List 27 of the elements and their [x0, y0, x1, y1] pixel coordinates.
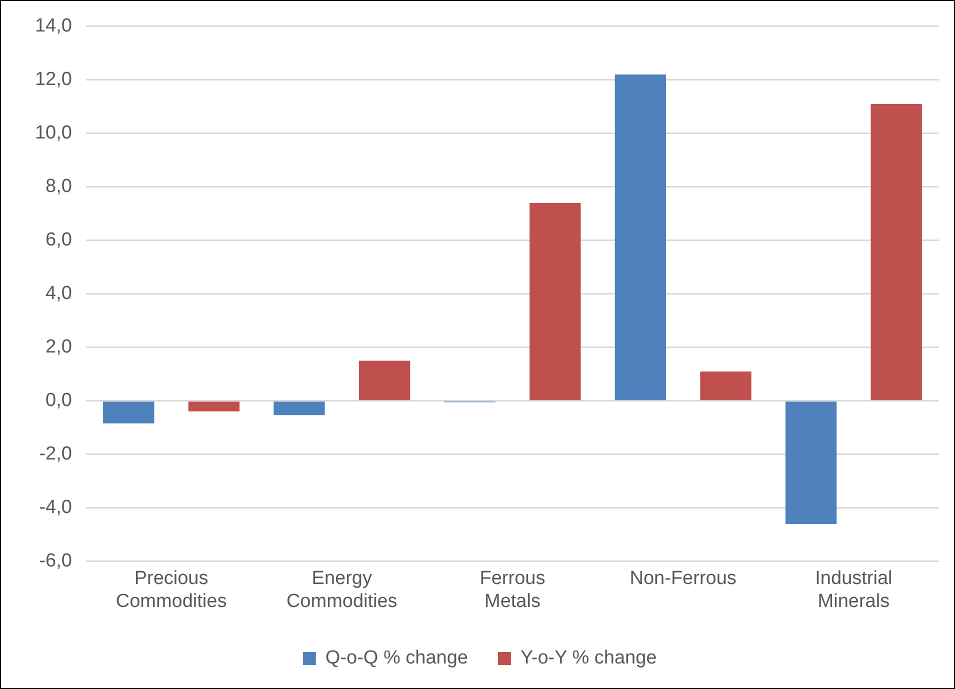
x-tick-label: Industrial Minerals	[815, 568, 892, 612]
y-tick-label: 6,0	[46, 230, 72, 251]
legend-label: Q-o-Q % change	[325, 648, 468, 669]
y-tick-label: -4,0	[39, 497, 72, 518]
bar	[700, 371, 752, 400]
bar	[785, 402, 837, 524]
y-tick-label: -6,0	[39, 550, 72, 572]
y-tick-label: 10,0	[34, 122, 72, 144]
y-tick-label: 0,0	[46, 390, 72, 412]
x-tick-label: Precious Commodities	[116, 568, 227, 612]
bar	[614, 74, 666, 400]
bar	[358, 360, 410, 400]
bar	[274, 402, 325, 416]
y-tick-label: 4,0	[46, 283, 72, 304]
x-tick-label: Ferrous Metals	[480, 568, 546, 612]
bar	[530, 202, 581, 400]
y-tick-label: 14,0	[34, 16, 72, 37]
x-tick-label: Non-Ferrous	[630, 568, 736, 590]
bar	[103, 402, 154, 424]
x-tick-label: Energy Commodities	[286, 568, 398, 612]
bar	[870, 104, 922, 400]
y-tick-label: 12,0	[34, 69, 72, 90]
y-tick-label: -2,0	[39, 444, 72, 465]
legend-label: Y-o-Y % change	[520, 648, 657, 669]
bar	[188, 402, 240, 412]
y-tick-label: 8,0	[46, 176, 72, 198]
y-tick-label: 2,0	[46, 336, 72, 358]
